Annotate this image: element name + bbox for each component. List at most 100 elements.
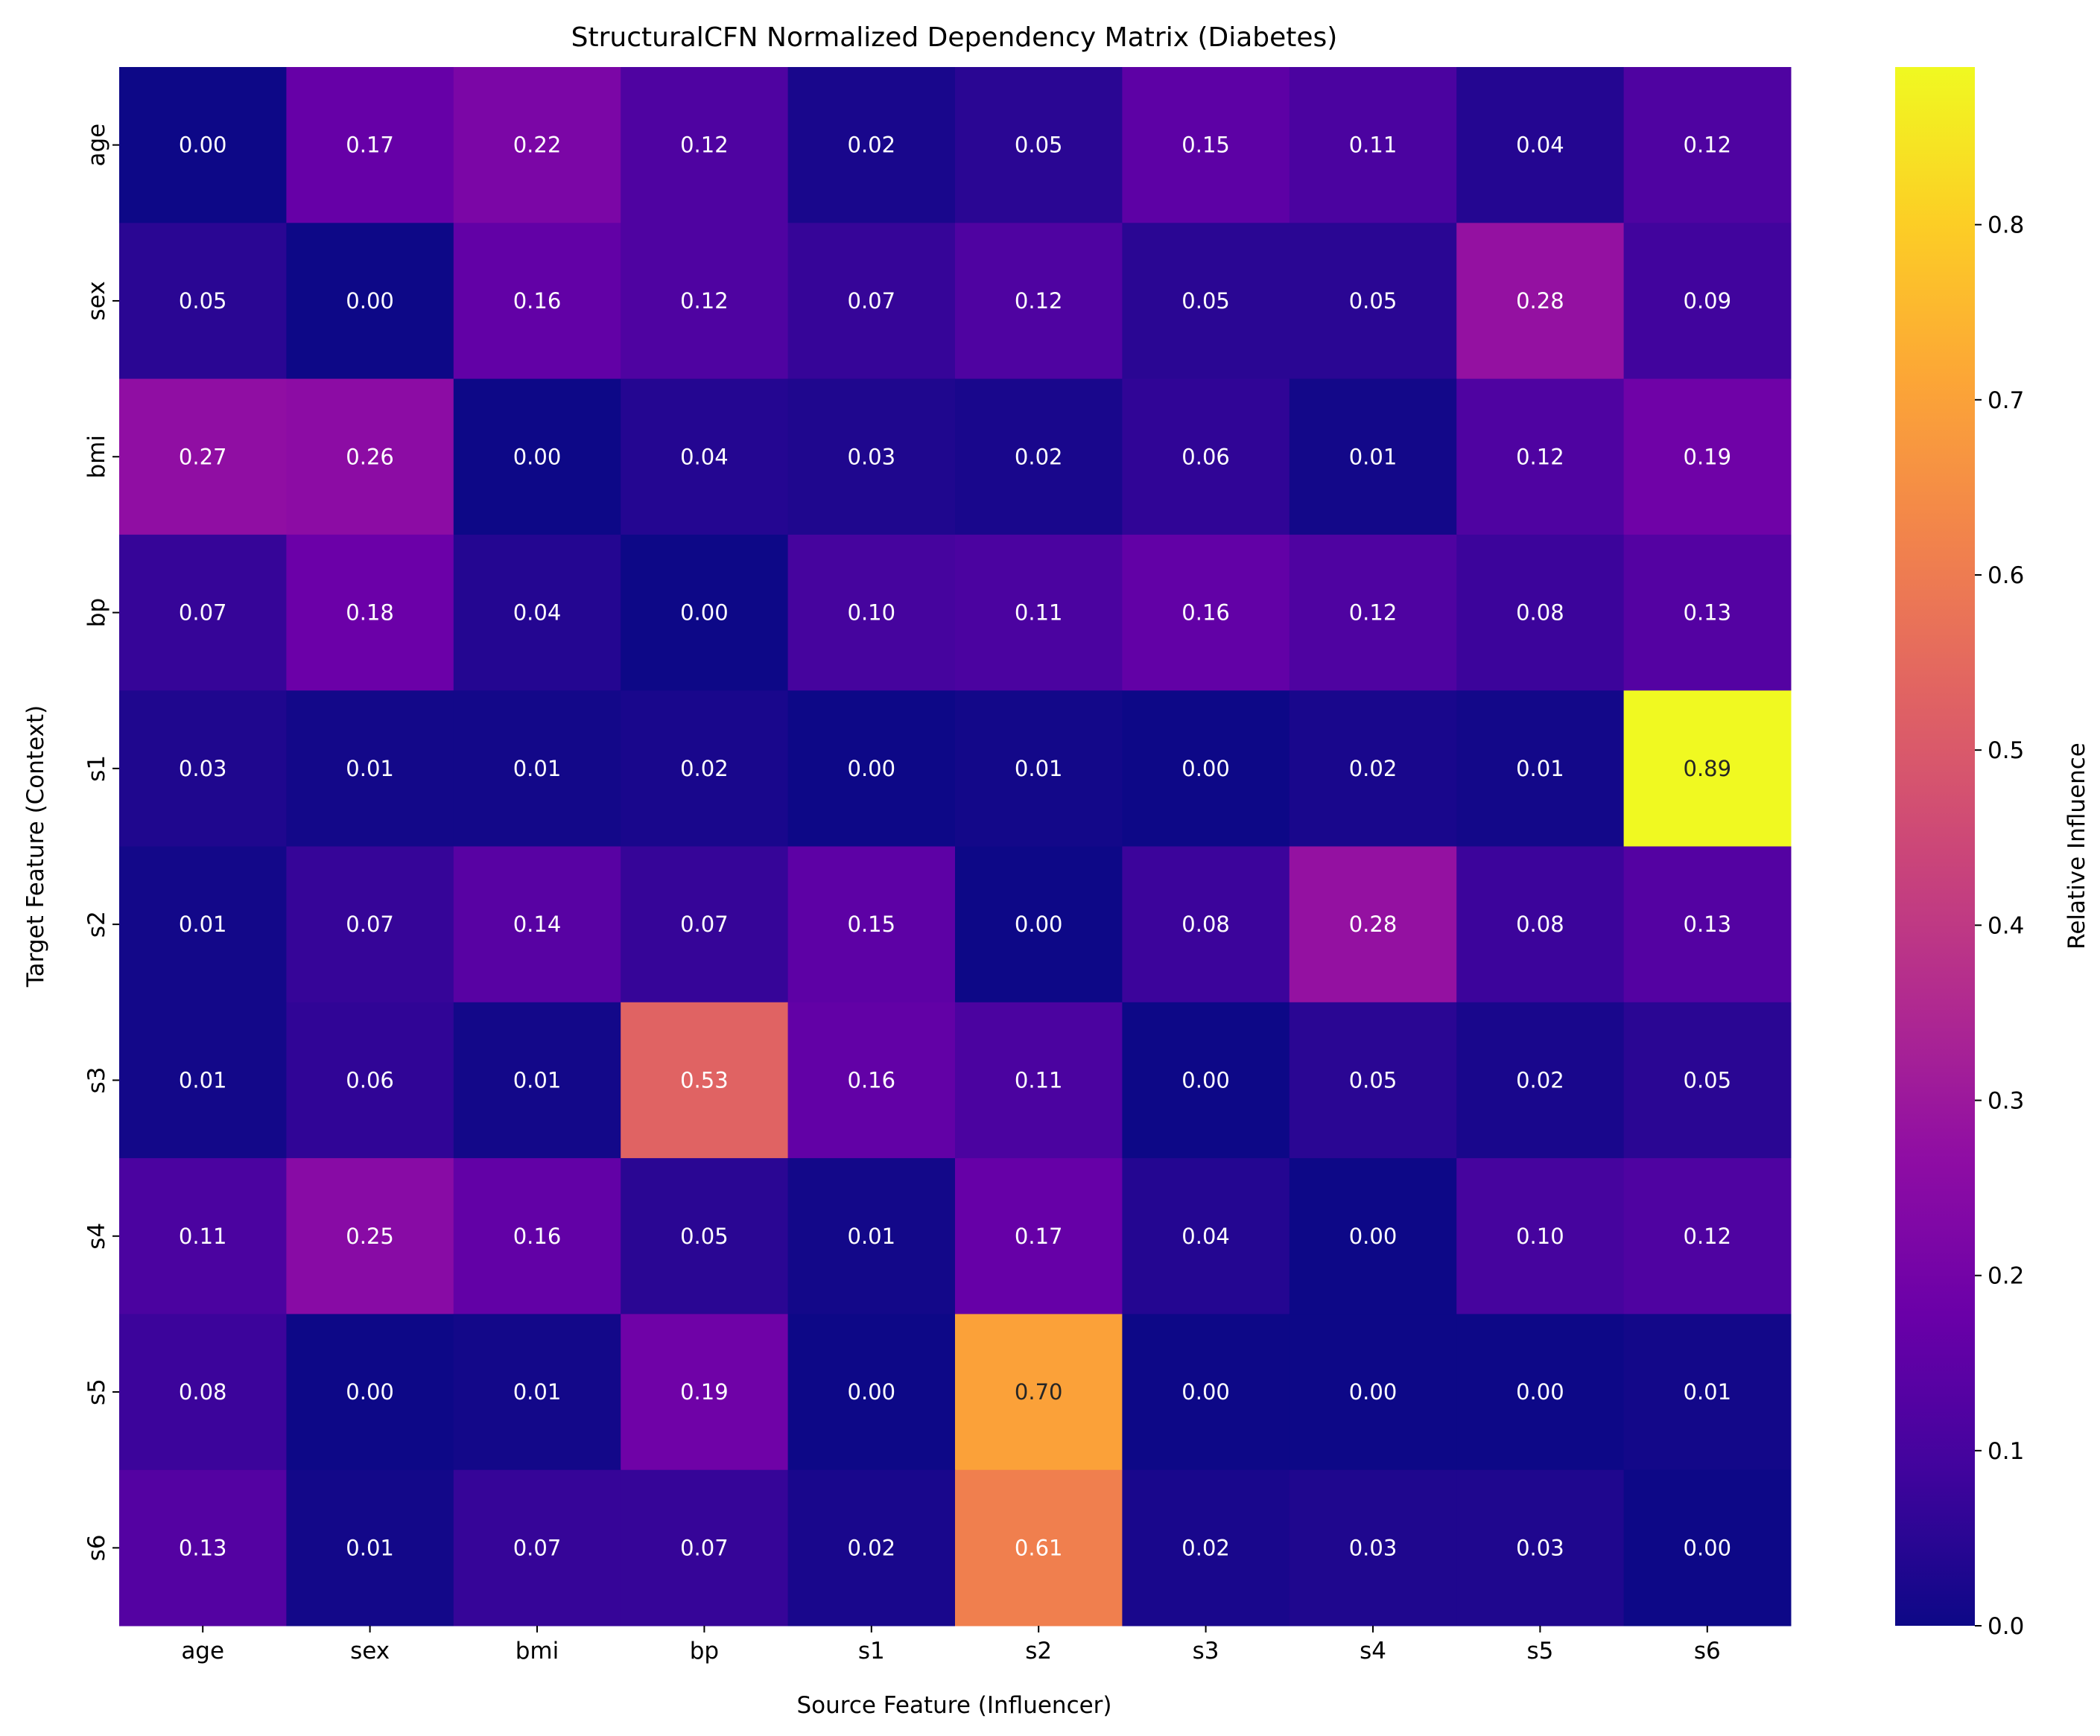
cell-value-label: 0.02: [848, 1535, 896, 1560]
heatmap-cell: [955, 534, 1123, 691]
cell-value-label: 0.01: [179, 1067, 227, 1093]
heatmap-cell: [1289, 223, 1457, 380]
cell-value-label: 0.00: [848, 756, 896, 781]
colorbar-tick-label: 0.6: [1988, 562, 2024, 589]
cell-value-label: 0.01: [346, 1535, 394, 1560]
cell-value-label: 0.05: [1015, 133, 1063, 158]
cell-value-label: 0.17: [1015, 1224, 1063, 1249]
heatmap-cell: [1623, 690, 1792, 847]
cell-value-label: 0.28: [1349, 912, 1398, 937]
colorbar-tick-label: 0.0: [1988, 1613, 2024, 1640]
heatmap-cell: [1289, 1469, 1457, 1627]
cell-value-label: 0.22: [513, 133, 562, 158]
y-axis: age sex bmi bp s1 s2 s3 s4 s5 s6: [83, 124, 119, 1561]
heatmap-cell: [1122, 1314, 1290, 1471]
heatmap-cell: [1623, 378, 1792, 535]
heatmap-cell: [286, 1469, 454, 1627]
x-tick-label: s4: [1360, 1638, 1386, 1665]
cell-value-label: 0.17: [346, 133, 394, 158]
heatmap-cell: [1623, 846, 1792, 1003]
colorbar-tick-label: 0.5: [1988, 737, 2024, 764]
cell-value-label: 0.16: [1181, 600, 1230, 626]
x-axis: age sex bmi bp s1 s2 s3 s4 s5 s6: [181, 1626, 1721, 1665]
cell-value-label: 0.08: [1181, 912, 1230, 937]
cell-value-label: 0.03: [179, 756, 227, 781]
cell-value-label: 0.03: [848, 444, 896, 469]
heatmap-cell: [453, 534, 621, 691]
heatmap-cell: [621, 1469, 789, 1627]
heatmap-cell: [621, 846, 789, 1003]
x-tick-label: sex: [350, 1638, 390, 1665]
heatmap-cell: [286, 846, 454, 1003]
heatmap-cell: [1122, 690, 1290, 847]
cell-value-label: 0.25: [346, 1224, 394, 1249]
colorbar-tick-label: 0.2: [1988, 1263, 2024, 1290]
heatmap-cell: [286, 690, 454, 847]
heatmap-cell: [621, 67, 789, 223]
cell-value-label: 0.08: [1516, 912, 1564, 937]
cell-value-label: 0.00: [346, 288, 394, 314]
heatmap-cell: [1456, 846, 1625, 1003]
heatmap-cell: [1289, 690, 1457, 847]
cell-value-label: 0.02: [1015, 444, 1063, 469]
x-axis-label: Source Feature (Influencer): [796, 1692, 1111, 1719]
heatmap-cell: [621, 223, 789, 380]
x-tick-label: s1: [858, 1638, 885, 1665]
cell-value-label: 0.12: [1349, 600, 1398, 626]
heatmap-cell: [119, 223, 287, 380]
y-tick-label: s1: [83, 755, 110, 782]
heatmap-cell: [955, 67, 1123, 223]
y-tick-label: s2: [83, 911, 110, 938]
cell-value-label: 0.01: [179, 912, 227, 937]
cell-value-label: 0.00: [179, 133, 227, 158]
heatmap-cell: [787, 534, 956, 691]
heatmap-cell: [787, 1314, 956, 1471]
cell-value-label: 0.28: [1516, 288, 1564, 314]
cell-value-label: 0.04: [1516, 133, 1564, 158]
cell-value-label: 0.02: [1349, 756, 1398, 781]
heatmap-cell: [1289, 378, 1457, 535]
heatmap-cell: [286, 1314, 454, 1471]
heatmap-cell: [787, 690, 956, 847]
cell-value-label: 0.16: [513, 1224, 562, 1249]
heatmap-cell: [787, 67, 956, 223]
heatmap-cell: [119, 534, 287, 691]
x-tick-label: bp: [690, 1638, 719, 1665]
heatmap-cell: [453, 690, 621, 847]
colorbar-label: Relative Influence: [2063, 743, 2090, 950]
heatmap-cell: [1456, 223, 1625, 380]
cell-value-label: 0.01: [513, 1067, 562, 1093]
heatmap-cell: [1122, 534, 1290, 691]
heatmap-cell: [286, 534, 454, 691]
heatmap-cell: [119, 690, 287, 847]
heatmap-cell: [1456, 67, 1625, 223]
heatmap-cell: [1122, 1002, 1290, 1159]
cell-value-label: 0.16: [848, 1067, 896, 1093]
cell-value-label: 0.00: [680, 600, 729, 626]
cell-value-label: 0.01: [1516, 756, 1564, 781]
cell-value-label: 0.00: [1181, 1379, 1230, 1405]
colorbar-ticks: 0.0 0.1 0.2 0.3 0.4 0.5 0.6 0.7 0.8: [1975, 212, 2024, 1640]
heatmap-cell: [453, 378, 621, 535]
y-tick-label: age: [83, 124, 110, 167]
colorbar-tick-label: 0.4: [1988, 912, 2024, 939]
x-tick-label: age: [181, 1638, 224, 1665]
heatmap-cell: [453, 67, 621, 223]
x-tick-label: s6: [1694, 1638, 1721, 1665]
x-tick-label: s3: [1193, 1638, 1219, 1665]
heatmap-cell: [955, 1469, 1123, 1627]
cell-value-label: 0.04: [680, 444, 729, 469]
cell-value-label: 0.00: [1181, 756, 1230, 781]
heatmap-cell: [955, 690, 1123, 847]
cell-value-label: 0.06: [1181, 444, 1230, 469]
cell-value-label: 0.13: [1684, 600, 1732, 626]
heatmap-cell: [1456, 534, 1625, 691]
x-tick-label: s2: [1025, 1638, 1052, 1665]
cell-value-label: 0.27: [179, 444, 227, 469]
heatmap-cell: [1623, 1002, 1792, 1159]
heatmap-cell: [453, 1002, 621, 1159]
cell-value-label: 0.01: [1349, 444, 1398, 469]
heatmap-cell: [1456, 1158, 1625, 1314]
cell-value-label: 0.11: [179, 1224, 227, 1249]
heatmap-cell: [1122, 378, 1290, 535]
